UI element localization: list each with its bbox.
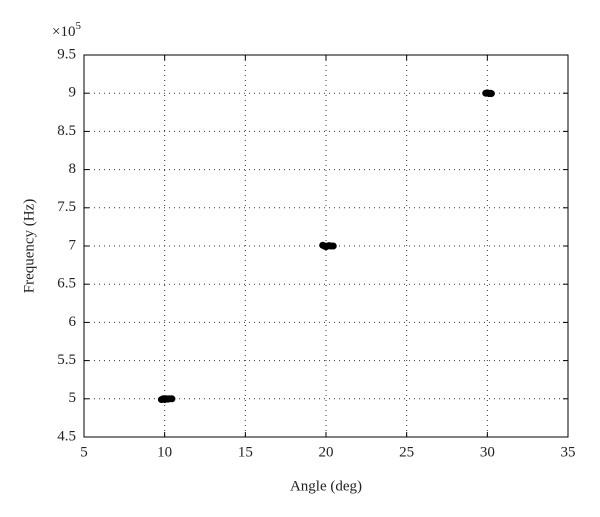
y-tick-label: 7.5	[57, 199, 76, 215]
point	[168, 395, 176, 403]
y-tick-label: 6.5	[57, 276, 76, 292]
y-tick-label: 4.5	[57, 428, 76, 444]
y-tick-label: 7	[69, 237, 77, 253]
multiplier-base: ×10	[52, 24, 75, 40]
y-tick-label: 5.5	[57, 352, 76, 368]
y-tick-label: 9	[69, 85, 77, 101]
point	[329, 242, 337, 250]
y-tick-label: 8	[69, 161, 77, 177]
x-axis-label: Angle (deg)	[290, 478, 362, 494]
x-tick-label: 20	[319, 444, 334, 460]
y-tick-label: 5	[69, 390, 77, 406]
plot-frame	[83, 54, 569, 438]
x-tick-label: 30	[480, 444, 495, 460]
x-tick-label: 35	[561, 444, 576, 460]
point	[487, 90, 495, 98]
y-tick-label: 9.5	[57, 46, 76, 62]
multiplier-exponent: 5	[75, 20, 81, 32]
x-tick-label: 10	[157, 444, 172, 460]
x-tick-label: 15	[238, 444, 253, 460]
y-tick-label: 8.5	[57, 123, 76, 139]
y-tick-label: 6	[69, 314, 77, 330]
y-multiplier: ×105	[52, 20, 81, 41]
y-axis-label: Frequency (Hz)	[21, 199, 37, 294]
x-tick-label: 5	[80, 444, 88, 460]
x-tick-label: 25	[399, 444, 414, 460]
